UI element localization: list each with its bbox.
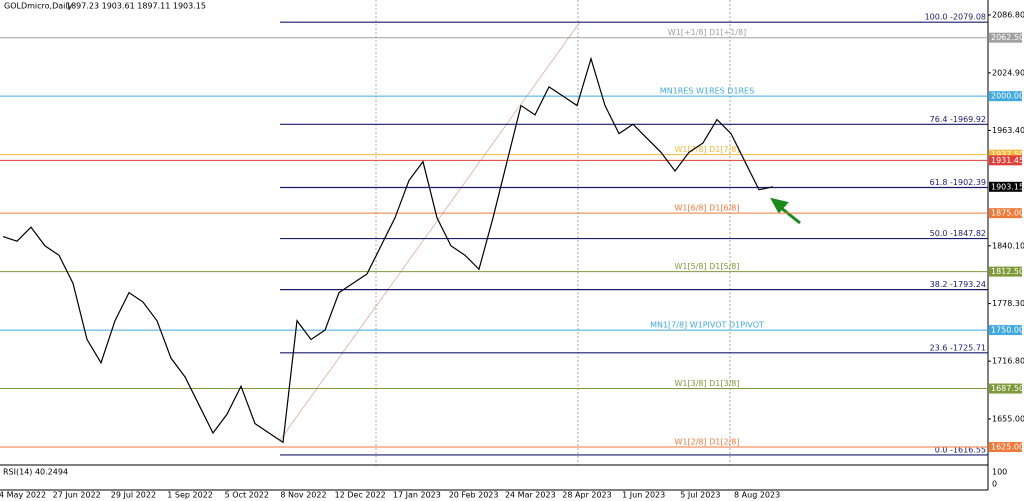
level-box xyxy=(989,383,1022,394)
y-tick-label: 1655.00 xyxy=(992,414,1024,423)
level-box xyxy=(989,32,1022,43)
fib-label: 0.0 -1616.55 xyxy=(935,445,986,454)
fib-label: 61.8 -1902.39 xyxy=(930,178,986,187)
x-tick-label: 8 Aug 2023 xyxy=(734,491,780,500)
x-tick-label: 17 Jan 2023 xyxy=(393,491,441,500)
fib-trend xyxy=(279,21,581,441)
fib-label: 50.0 -1847.82 xyxy=(930,229,986,238)
x-tick-label: 24 Mar 2023 xyxy=(505,491,556,500)
fib-label: 38.2 -1793.24 xyxy=(930,280,986,289)
price-line xyxy=(2,56,774,444)
y-tick-label: 2024.90 xyxy=(992,68,1024,77)
level-label: W1[6/8] D1[6/8] xyxy=(674,204,739,213)
rsi-tick-label: 0 xyxy=(992,480,997,489)
x-tick-label: 20 Feb 2023 xyxy=(449,491,499,500)
level-label: MN1[7/8] W1PIVOT D1PIVOT xyxy=(650,321,764,330)
y-tick-label: 1840.10 xyxy=(992,241,1024,250)
fib-label: 23.6 -1725.71 xyxy=(930,343,986,352)
level-box-label: 1875.00 xyxy=(991,209,1024,218)
level-box xyxy=(989,266,1022,277)
arrow xyxy=(770,197,801,225)
x-tick-label: 5 Oct 2022 xyxy=(225,491,269,500)
x-tick-label: 8 Nov 2022 xyxy=(280,491,326,500)
level-label: W1[5/8] D1[5/8] xyxy=(674,262,739,271)
fib-label: 76.4 -1969.92 xyxy=(930,115,986,124)
level-box-label: 2000.00 xyxy=(991,92,1024,101)
level-label: W1[7/8] D1[7/8] xyxy=(674,145,739,154)
level-label: MN1RES W1RES D1RES xyxy=(660,87,754,96)
level-box-label: 1812.50 xyxy=(991,267,1024,276)
level-box-label: 1750.00 xyxy=(991,326,1024,335)
level-box-label: 2062.50 xyxy=(991,33,1024,42)
price-box xyxy=(989,181,1022,192)
y-tick-label: 1963.40 xyxy=(992,126,1024,135)
x-tick-label: 28 Apr 2023 xyxy=(562,491,611,500)
y-tick-label: 1716.80 xyxy=(992,357,1024,366)
title: GOLDmicro,Daily xyxy=(4,2,73,11)
y-tick-label: 1778.30 xyxy=(992,299,1024,308)
level-label: W1[2/8] D1[2/8] xyxy=(674,438,739,447)
level-box xyxy=(989,208,1022,219)
level-box-label: 1931.45 xyxy=(991,156,1024,165)
x-tick-label: 5 Jul 2023 xyxy=(680,491,720,500)
level-box-label: 1687.50 xyxy=(991,384,1024,393)
subtitle: 1897.23 1903.61 1897.11 1903.15 xyxy=(66,2,206,11)
level-label: W1[+1/8] D1[+1/8] xyxy=(668,28,746,37)
x-tick-label: 12 Dec 2022 xyxy=(335,491,386,500)
x-tick-label: 24 May 2022 xyxy=(0,491,46,500)
x-tick-label: 1 Jun 2023 xyxy=(622,491,665,500)
level-box xyxy=(989,91,1022,102)
x-tick-label: 27 Jun 2022 xyxy=(53,491,101,500)
x-tick-label: 1 Sep 2022 xyxy=(167,491,213,500)
price-box-label: 1903.15 xyxy=(991,182,1024,191)
x-tick-label: 29 Jul 2022 xyxy=(111,491,156,500)
level-box xyxy=(989,442,1022,453)
rsi-tick-label: 100 xyxy=(992,468,1007,477)
rsi-label: RSI(14) 40.2494 xyxy=(3,468,68,477)
level-box xyxy=(989,155,1022,166)
level-label: W1[3/8] D1[3/8] xyxy=(674,379,739,388)
level-box xyxy=(989,325,1022,336)
level-box-label: 1625.00 xyxy=(991,443,1024,452)
level-box-label: 1937.50 xyxy=(991,150,1024,159)
fib-label: 100.0 -2079.08 xyxy=(925,13,986,22)
vgrid xyxy=(375,0,731,465)
level-box xyxy=(989,149,1022,160)
y-tick-label: 2086.80 xyxy=(992,10,1024,19)
